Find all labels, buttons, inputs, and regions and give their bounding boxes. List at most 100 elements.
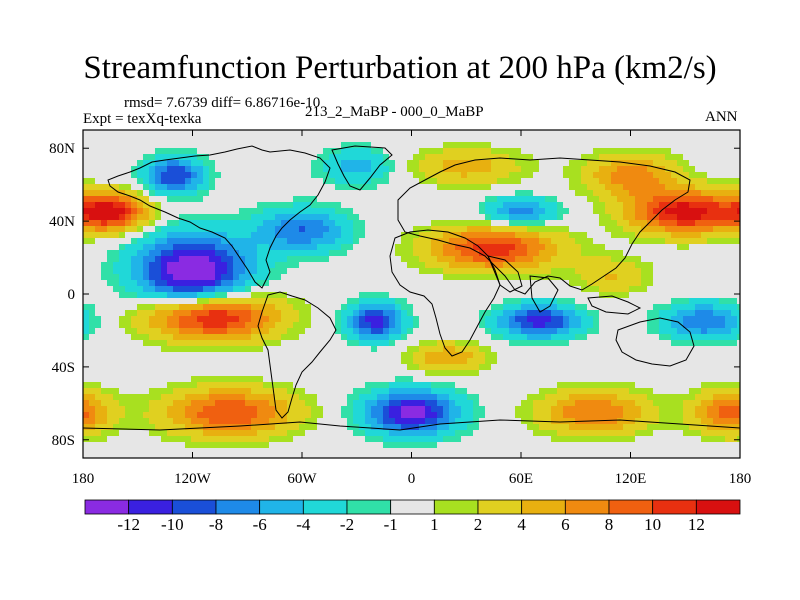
field-cell xyxy=(191,142,198,149)
field-cell xyxy=(233,178,240,185)
field-cell xyxy=(149,130,156,137)
field-cell xyxy=(251,376,258,383)
field-cell xyxy=(341,334,348,341)
field-cell xyxy=(227,292,234,299)
field-cell xyxy=(695,136,702,143)
field-cell xyxy=(215,334,222,341)
field-cell xyxy=(335,232,342,239)
field-cell xyxy=(203,142,210,149)
field-cell xyxy=(287,316,294,323)
field-cell xyxy=(179,364,186,371)
field-cell xyxy=(251,364,258,371)
field-cell xyxy=(281,370,288,377)
field-cell xyxy=(137,136,144,143)
field-cell xyxy=(95,262,102,269)
field-cell xyxy=(185,250,192,257)
field-cell xyxy=(233,184,240,191)
field-cell xyxy=(665,340,672,347)
field-cell xyxy=(197,172,204,179)
field-cell xyxy=(347,286,354,293)
field-cell xyxy=(725,328,732,335)
field-cell xyxy=(719,154,726,161)
field-cell xyxy=(479,292,486,299)
field-cell xyxy=(437,214,444,221)
field-cell xyxy=(203,376,210,383)
field-cell xyxy=(221,130,228,137)
field-cell xyxy=(491,394,498,401)
field-cell xyxy=(425,298,432,305)
field-cell xyxy=(311,232,318,239)
field-cell xyxy=(443,184,450,191)
field-cell xyxy=(641,310,648,317)
field-cell xyxy=(413,154,420,161)
field-cell xyxy=(599,382,606,389)
field-cell xyxy=(731,172,738,179)
field-cell xyxy=(179,274,186,281)
field-cell xyxy=(227,148,234,155)
field-cell xyxy=(479,202,486,209)
field-cell xyxy=(311,322,318,329)
field-cell xyxy=(173,334,180,341)
field-cell xyxy=(611,154,618,161)
field-cell xyxy=(227,250,234,257)
field-cell xyxy=(719,280,726,287)
field-cell xyxy=(359,166,366,173)
field-cell xyxy=(143,220,150,227)
field-cell xyxy=(521,178,528,185)
field-cell xyxy=(101,394,108,401)
field-cell xyxy=(497,130,504,137)
field-cell xyxy=(521,364,528,371)
field-cell xyxy=(629,166,636,173)
field-cell xyxy=(629,232,636,239)
field-cell xyxy=(131,304,138,311)
field-cell xyxy=(257,208,264,215)
field-cell xyxy=(461,286,468,293)
field-cell xyxy=(323,262,330,269)
field-cell xyxy=(89,334,96,341)
field-cell xyxy=(125,292,132,299)
field-cell xyxy=(401,364,408,371)
field-cell xyxy=(209,280,216,287)
field-cell xyxy=(101,280,108,287)
field-cell xyxy=(275,184,282,191)
field-cell xyxy=(455,166,462,173)
field-cell xyxy=(677,142,684,149)
field-cell xyxy=(509,166,516,173)
field-cell xyxy=(329,166,336,173)
field-cell xyxy=(701,172,708,179)
field-cell xyxy=(701,148,708,155)
field-cell xyxy=(197,286,204,293)
field-cell xyxy=(503,220,510,227)
field-cell xyxy=(497,394,504,401)
field-cell xyxy=(719,328,726,335)
field-cell xyxy=(431,250,438,257)
field-cell xyxy=(251,358,258,365)
field-cell xyxy=(173,316,180,323)
field-cell xyxy=(131,280,138,287)
field-cell xyxy=(419,160,426,167)
field-cell xyxy=(437,148,444,155)
field-cell xyxy=(311,190,318,197)
field-cell xyxy=(383,160,390,167)
field-cell xyxy=(137,382,144,389)
field-cell xyxy=(461,214,468,221)
field-cell xyxy=(107,268,114,275)
field-cell xyxy=(299,322,306,329)
field-cell xyxy=(593,280,600,287)
field-cell xyxy=(671,280,678,287)
field-cell xyxy=(443,298,450,305)
field-cell xyxy=(377,352,384,359)
field-cell xyxy=(89,202,96,209)
field-cell xyxy=(347,220,354,227)
field-cell xyxy=(365,232,372,239)
field-cell xyxy=(575,154,582,161)
field-cell xyxy=(521,250,528,257)
field-cell xyxy=(593,220,600,227)
field-cell xyxy=(623,292,630,299)
field-cell xyxy=(707,148,714,155)
field-cell xyxy=(311,130,318,137)
field-cell xyxy=(557,364,564,371)
field-cell xyxy=(479,352,486,359)
field-cell xyxy=(305,388,312,395)
field-cell xyxy=(245,166,252,173)
